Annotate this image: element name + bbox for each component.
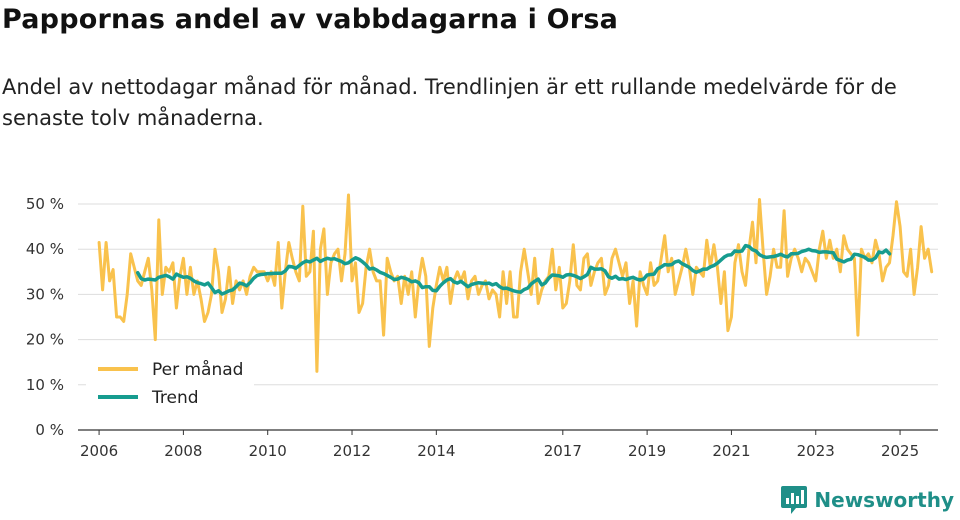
x-tick-label: 2010 (249, 442, 287, 460)
y-tick-label: 40 % (26, 240, 64, 258)
newsworthy-logo-icon (781, 486, 808, 514)
x-axis-ticks: 2006 2008 2010 2012 2014 2017 2019 2021 2023 2025 (78, 429, 938, 460)
x-tick-label: 2017 (544, 442, 582, 460)
series-line-per-manad (97, 193, 934, 373)
legend: Per månad Trend (86, 356, 254, 414)
series-line-trend (135, 243, 892, 296)
x-tick-label: 2012 (333, 442, 371, 460)
chart-title: Pappornas andel av vabbdagarna i Orsa (2, 4, 619, 35)
brand-name: Newsworthy (814, 488, 954, 512)
x-tick-label: 2025 (881, 442, 919, 460)
y-tick-label: 0 % (35, 421, 64, 439)
x-tick-label: 2019 (628, 442, 666, 460)
y-tick-label: 30 % (26, 285, 64, 303)
series-lines (97, 193, 934, 373)
legend-background (86, 356, 254, 414)
x-tick-label: 2008 (164, 442, 202, 460)
x-tick-label: 2021 (712, 442, 750, 460)
legend-label-per-manad: Per månad (152, 359, 243, 380)
y-tick-label: 10 % (26, 376, 64, 394)
y-tick-label: 20 % (26, 331, 64, 349)
legend-label-trend: Trend (151, 388, 199, 408)
brand: Newsworthy (780, 484, 954, 516)
x-tick-label: 2014 (417, 442, 455, 460)
y-tick-label: 50 % (26, 195, 64, 213)
x-tick-label: 2006 (80, 442, 118, 460)
x-tick-label: 2023 (797, 442, 835, 460)
chart-subtitle: Andel av nettodagar månad för månad. Tre… (2, 75, 897, 130)
y-axis-ticks: 0 % 10 % 20 % 30 % 40 % 50 % (26, 195, 64, 439)
